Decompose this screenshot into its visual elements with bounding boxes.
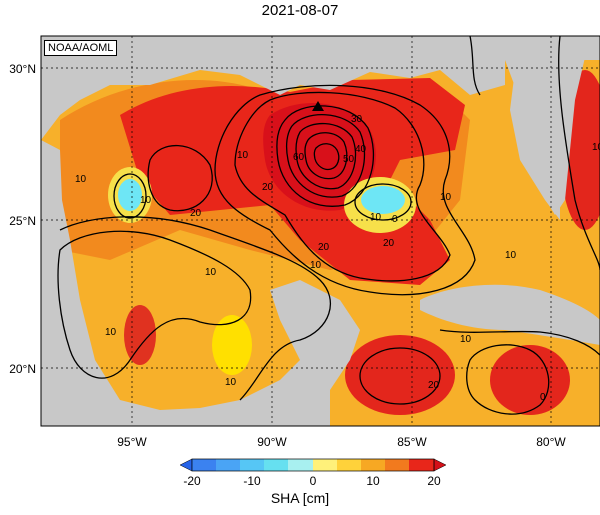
cold-eddy-east [361,186,405,214]
colorbar-swatch [216,459,240,471]
contour-label: 10 [205,267,217,278]
graticule [41,36,600,426]
colorbar-swatch [288,459,313,471]
colorbar-swatch [409,459,434,471]
colorbar-swatch [264,459,288,471]
ssh-zone-red [490,345,570,415]
colorbar-swatch [337,459,361,471]
map-title: 2021-08-07 [261,2,339,19]
contour-label: 10 [237,150,249,161]
lat-tick-25n: 25°N [9,214,36,228]
colorbar: -20 -10 0 10 20 [179,458,447,488]
colorbar-tick: 20 [427,474,441,488]
colorbar-label: SHA [cm] [270,490,330,506]
colorbar-max-arrow [433,458,447,472]
ssh-zone-yellow [212,315,252,375]
lon-tick-85w: 85°W [397,435,427,449]
loop-current-eddy [263,103,376,211]
lon-tick-95w: 95°W [117,435,147,449]
colorbar-swatch [240,459,264,471]
contour-label: 0 [540,392,546,403]
colorbar-tick: 0 [310,474,317,488]
colorbar-swatch [361,459,385,471]
contour-label: 10 [460,334,472,345]
contour-label: 10 [140,195,152,206]
contour-label: 20 [262,182,274,193]
lon-tick-labels: 95°W 90°W 85°W 80°W [117,435,566,449]
colorbar-min-arrow [179,458,193,472]
contour-label: 10 [440,192,452,203]
colorbar-tick: -20 [183,474,201,488]
ssh-zone-red [124,305,156,365]
contour-label: 10 [75,174,87,185]
colorbar-tick: 10 [366,474,380,488]
colorbar-outline [191,458,435,472]
contour-label: 10 [592,142,600,153]
contour-label: 0 [392,214,398,225]
map-frame [40,35,600,427]
contour-label: 10 [225,377,237,388]
contour-label: 10 [310,260,322,271]
lon-tick-80w: 80°W [536,435,566,449]
lat-tick-20n: 20°N [9,362,36,376]
cuba-land [420,284,600,345]
contour-label: 50 [343,154,355,165]
station-marker-icon [312,101,324,111]
colorbar-swatch [192,459,216,471]
florida-peninsula [505,36,590,215]
contour-label: 20 [190,208,202,219]
map-field: 10 10 10 10 20 20 20 30 40 50 60 10 0 10… [41,36,600,426]
cold-eddy-west [118,179,142,211]
contour-label: 30 [351,114,363,125]
contour-label: 40 [355,144,367,155]
lat-tick-30n: 30°N [9,62,36,76]
colorbar-swatch [385,459,409,471]
mexico-land [41,140,360,426]
colorbar-swatch [313,459,337,471]
source-label: NOAA/AOML [44,40,118,56]
colorbar-tick: -10 [243,474,261,488]
contour-label: 10 [105,327,117,338]
contour-label: 10 [370,212,382,223]
contour-labels: 10 10 10 10 20 20 20 30 40 50 60 10 0 10… [75,114,600,403]
contour-label: 20 [318,242,330,253]
contour-label: 10 [505,250,517,261]
contour-label: 20 [383,238,395,249]
lon-tick-90w: 90°W [257,435,287,449]
lat-tick-labels: 30°N 25°N 20°N [9,62,36,376]
ssh-zone-red [345,335,455,415]
contour-label: 20 [428,380,440,391]
contour-label: 60 [293,152,305,163]
north-coast-land [41,36,600,140]
